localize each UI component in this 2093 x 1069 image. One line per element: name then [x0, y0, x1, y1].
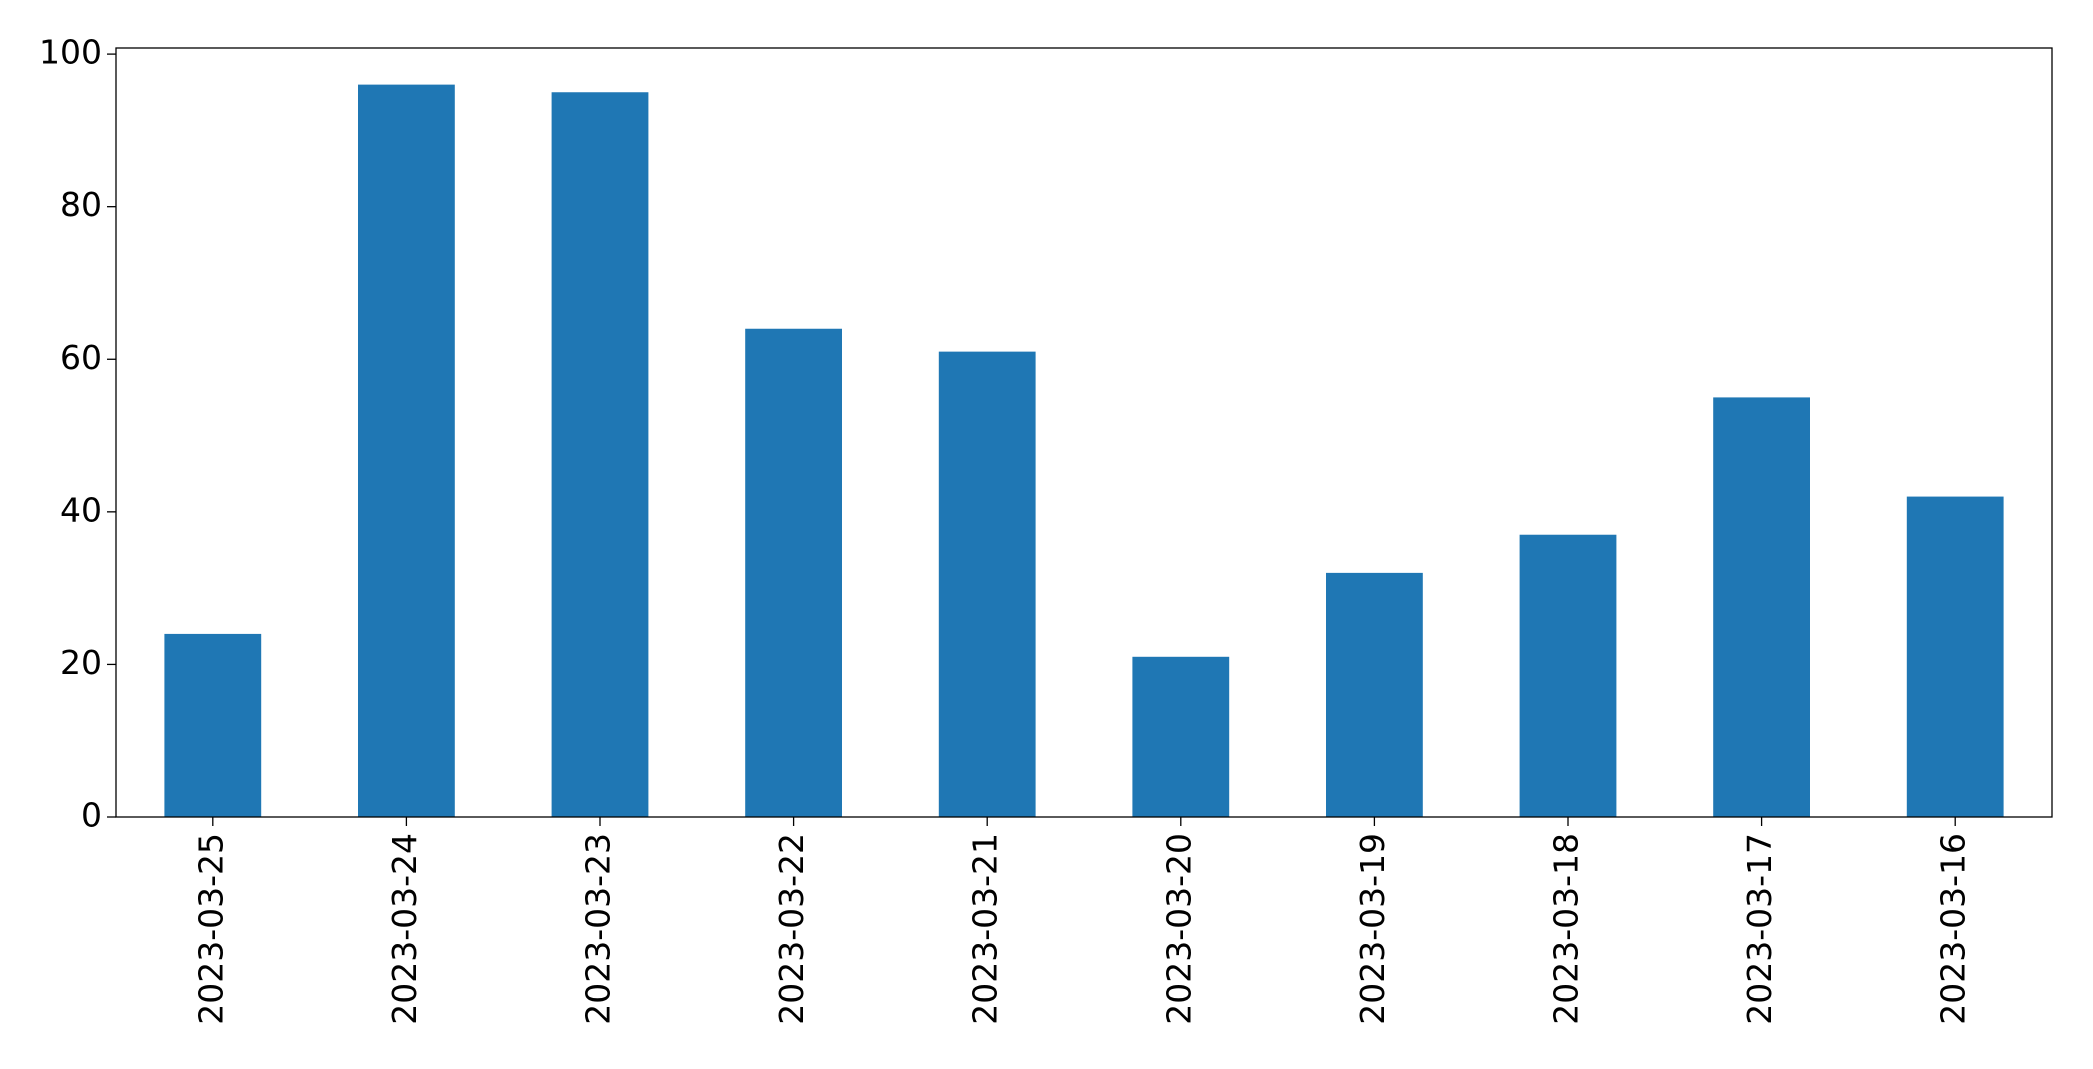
y-tick-label: 80 [60, 185, 102, 224]
y-tick-label: 100 [39, 33, 102, 72]
x-tick-label: 2023-03-19 [1353, 833, 1392, 1025]
x-tick-label: 2023-03-18 [1547, 833, 1586, 1025]
y-tick-label: 40 [60, 490, 102, 529]
bar [358, 84, 455, 818]
x-tick-label: 2023-03-25 [191, 833, 230, 1025]
bar [1906, 496, 2004, 817]
y-tick-label: 20 [60, 643, 102, 682]
bar [1132, 656, 1230, 817]
plot-frame [115, 47, 2053, 818]
x-tick-label: 2023-03-16 [1934, 833, 1973, 1025]
x-tick-label: 2023-03-21 [966, 833, 1005, 1025]
x-tick-label: 2023-03-22 [772, 833, 811, 1025]
bar [745, 328, 842, 817]
x-tick-label: 2023-03-23 [579, 833, 618, 1025]
x-tick-label: 2023-03-20 [1159, 833, 1198, 1025]
bar [1713, 397, 1810, 817]
bar [551, 92, 649, 817]
x-tick-label: 2023-03-24 [385, 833, 424, 1025]
bar [938, 351, 1036, 817]
bar [1326, 572, 1423, 817]
x-tick-label: 2023-03-17 [1740, 833, 1779, 1025]
bar [1519, 534, 1617, 817]
bar [164, 633, 262, 817]
y-tick-label: 0 [81, 796, 102, 835]
y-tick-label: 60 [60, 338, 102, 377]
